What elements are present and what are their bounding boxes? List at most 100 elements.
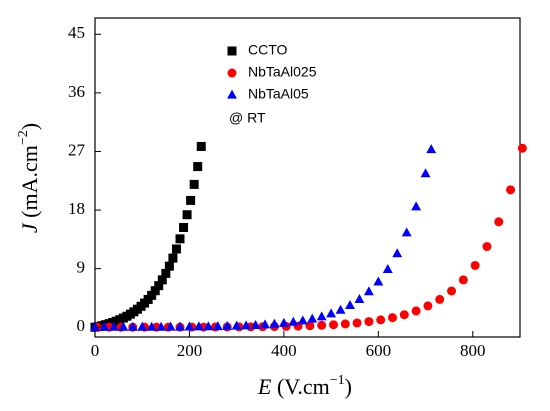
y-label-exponent: −2 bbox=[16, 130, 31, 145]
marker-triangle bbox=[426, 144, 437, 154]
marker-circle bbox=[376, 315, 386, 325]
marker-triangle bbox=[278, 317, 289, 327]
x-tick-label: 400 bbox=[271, 341, 297, 360]
marker-triangle bbox=[137, 321, 148, 331]
marker-square bbox=[168, 253, 178, 263]
marker-square bbox=[157, 275, 167, 285]
marker-circle bbox=[447, 286, 457, 296]
marker-circle bbox=[388, 313, 397, 323]
marker-triangle bbox=[345, 300, 355, 310]
marker-circle bbox=[317, 320, 327, 330]
marker-square bbox=[171, 244, 181, 254]
marker-square bbox=[164, 261, 174, 271]
marker-square bbox=[147, 290, 157, 300]
marker-circle bbox=[227, 68, 237, 78]
marker-circle bbox=[506, 185, 516, 195]
x-label-close: ) bbox=[345, 374, 352, 399]
marker-triangle bbox=[146, 321, 157, 331]
marker-square bbox=[182, 210, 192, 220]
y-tick-label: 18 bbox=[68, 199, 85, 218]
marker-circle bbox=[470, 260, 480, 270]
marker-triangle bbox=[212, 321, 223, 331]
marker-triangle bbox=[99, 321, 110, 331]
annotation: @ RT bbox=[229, 110, 266, 126]
marker-circle bbox=[399, 310, 409, 320]
x-axis-label: E (V.cm−1) bbox=[257, 373, 352, 399]
marker-triangle bbox=[222, 320, 233, 330]
marker-circle bbox=[458, 275, 468, 285]
marker-triangle bbox=[118, 321, 129, 331]
x-tick-label: 0 bbox=[91, 341, 100, 360]
x-label-unit: (V.cm bbox=[271, 374, 329, 399]
series bbox=[90, 144, 437, 331]
marker-circle bbox=[364, 317, 374, 327]
marker-triangle bbox=[420, 168, 431, 178]
marker-square bbox=[196, 141, 206, 151]
marker-square bbox=[175, 234, 185, 244]
marker-triangle bbox=[297, 315, 308, 325]
x-label-exponent: −1 bbox=[330, 373, 345, 388]
legend-label: NbTaAl025 bbox=[248, 64, 317, 80]
marker-square bbox=[189, 179, 199, 189]
x-tick-label: 200 bbox=[177, 341, 203, 360]
marker-triangle bbox=[354, 293, 365, 303]
marker-circle bbox=[494, 217, 504, 227]
marker-triangle bbox=[316, 311, 327, 321]
marker-triangle bbox=[307, 313, 318, 323]
marker-square bbox=[227, 46, 237, 56]
marker-triangle bbox=[288, 316, 299, 326]
marker-triangle bbox=[203, 321, 214, 331]
marker-triangle bbox=[108, 321, 119, 331]
marker-triangle bbox=[269, 318, 280, 328]
marker-circle bbox=[352, 318, 362, 328]
marker-triangle bbox=[335, 304, 346, 314]
marker-square bbox=[150, 286, 160, 296]
marker-triangle bbox=[227, 89, 237, 99]
marker-triangle bbox=[193, 321, 204, 331]
marker-triangle bbox=[165, 321, 176, 331]
marker-triangle bbox=[373, 276, 384, 286]
marker-triangle bbox=[392, 248, 403, 258]
legend-label: CCTO bbox=[248, 42, 288, 58]
marker-square bbox=[161, 268, 171, 278]
y-label-unit: (mA.cm bbox=[17, 145, 42, 223]
marker-circle bbox=[411, 306, 421, 316]
marker-triangle bbox=[175, 321, 185, 331]
marker-circle bbox=[340, 319, 350, 329]
plot-area bbox=[90, 141, 527, 332]
series bbox=[92, 143, 527, 332]
marker-triangle bbox=[231, 320, 242, 330]
legend-label: NbTaAl05 bbox=[248, 86, 309, 102]
y-tick-label: 45 bbox=[68, 23, 85, 42]
marker-square bbox=[193, 162, 203, 172]
x-tick-label: 600 bbox=[366, 341, 392, 360]
marker-circle bbox=[482, 242, 492, 252]
marker-circle bbox=[435, 294, 445, 304]
plot-frame bbox=[94, 17, 521, 338]
marker-triangle bbox=[411, 201, 422, 211]
marker-square bbox=[179, 222, 189, 232]
marker-triangle bbox=[90, 321, 100, 331]
y-label-symbol: J bbox=[17, 222, 42, 233]
marker-triangle bbox=[382, 263, 393, 273]
marker-square bbox=[154, 281, 164, 291]
y-axis-label: J (mA.cm−2) bbox=[16, 123, 42, 233]
marker-triangle bbox=[156, 321, 167, 331]
y-tick-label: 27 bbox=[68, 140, 86, 159]
marker-triangle bbox=[363, 286, 374, 296]
x-label-symbol: E bbox=[257, 374, 272, 399]
marker-circle bbox=[517, 143, 527, 153]
marker-circle bbox=[423, 301, 433, 311]
marker-triangle bbox=[127, 321, 138, 331]
marker-triangle bbox=[241, 320, 252, 330]
marker-square bbox=[186, 195, 196, 205]
marker-circle bbox=[328, 320, 338, 330]
marker-triangle bbox=[250, 319, 261, 329]
marker-triangle bbox=[184, 321, 195, 331]
y-tick-label: 36 bbox=[68, 82, 85, 101]
marker-triangle bbox=[326, 308, 337, 318]
y-tick-label: 9 bbox=[77, 258, 86, 277]
series bbox=[90, 141, 206, 332]
marker-triangle bbox=[260, 319, 270, 329]
